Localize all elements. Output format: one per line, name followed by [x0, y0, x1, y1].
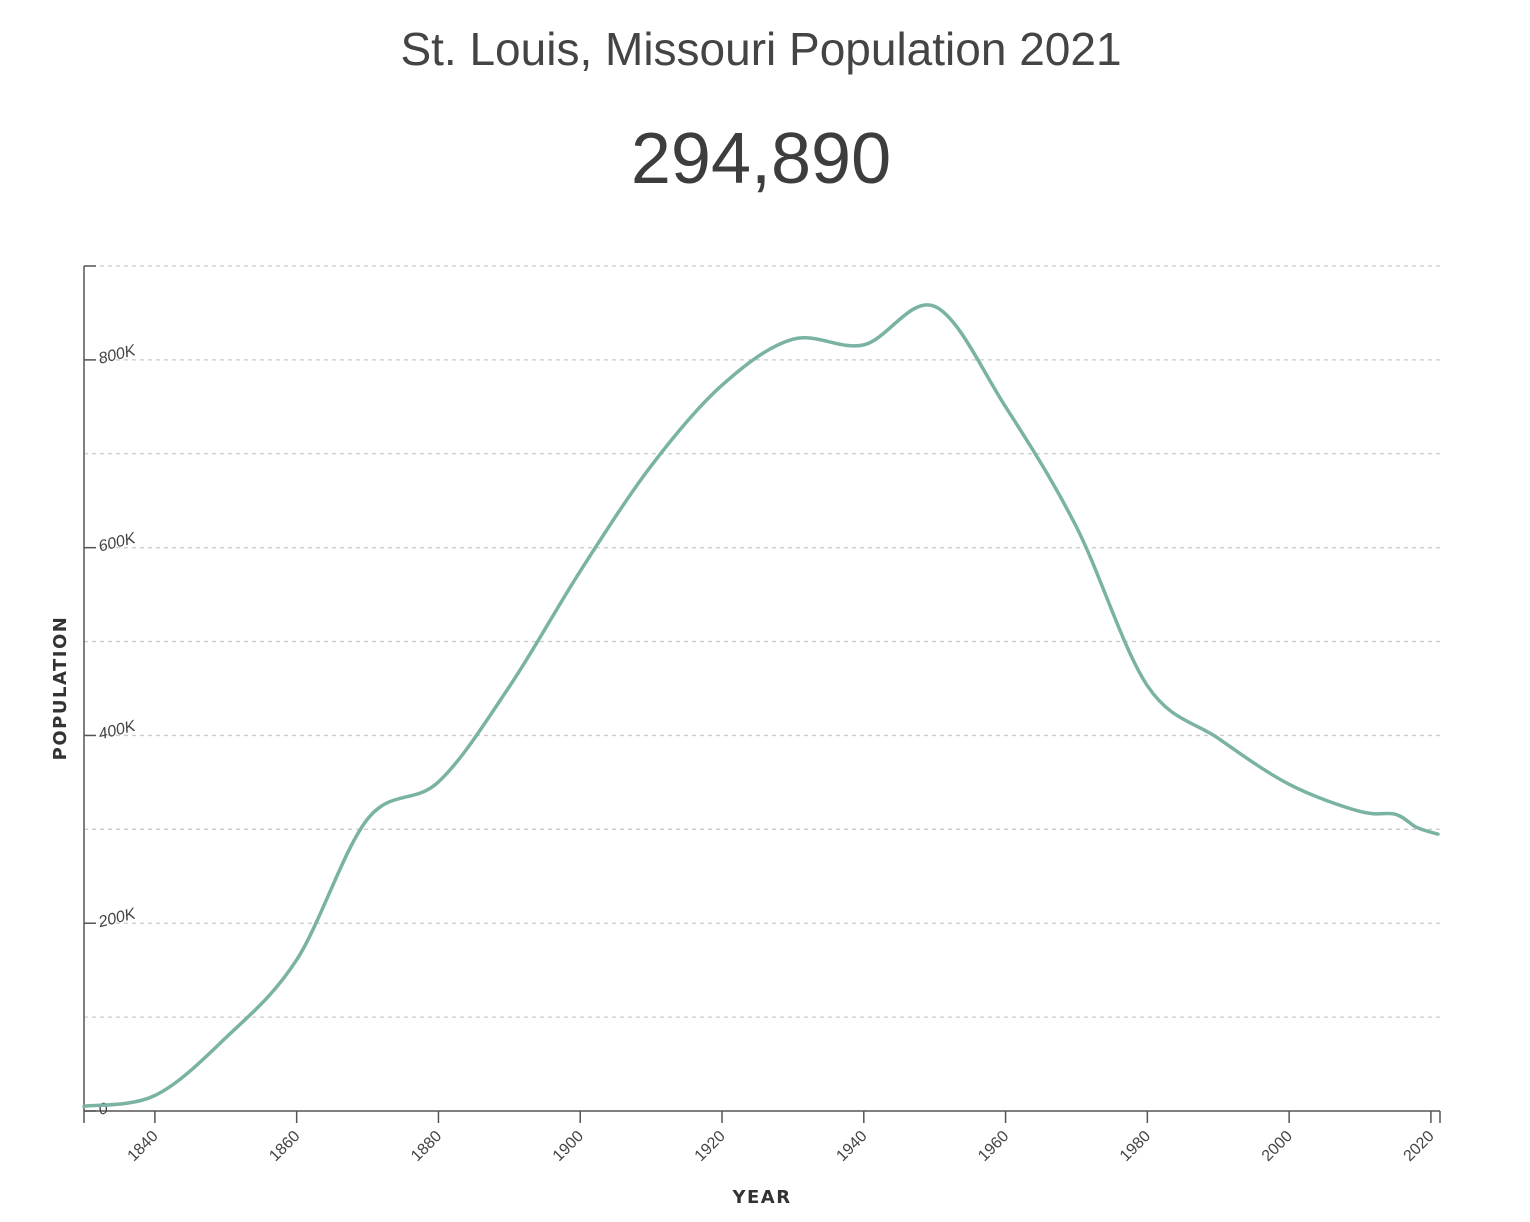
x-tick-label: 1860: [266, 1128, 303, 1165]
population-series-line: [82, 303, 1440, 1109]
series-layer: [82, 303, 1440, 1109]
x-tick-label: 1960: [975, 1128, 1012, 1165]
y-tick-label: 600K: [97, 530, 139, 556]
axes: [83, 265, 1441, 1123]
x-tick-label: 2020: [1401, 1128, 1438, 1165]
x-tick-label: 1920: [692, 1128, 729, 1165]
y-tick-label: 200K: [96, 905, 139, 931]
current-population-value: 294,890: [630, 119, 892, 199]
y-axis-label: POPULATION: [50, 616, 71, 761]
x-axis-label: YEAR: [731, 1187, 791, 1208]
x-tick-label: 1940: [833, 1128, 870, 1165]
chart-title: St. Louis, Missouri Population 2021: [400, 23, 1122, 75]
x-tick-label: 1980: [1117, 1128, 1154, 1165]
x-tick-label: 1840: [125, 1128, 162, 1165]
x-axis-ticks: 1840 1860 1880 1900 1920 1940 1960 1980 2000 2020: [125, 1111, 1438, 1165]
x-tick-label: 2000: [1259, 1128, 1296, 1165]
grid-lines: [84, 265, 1442, 1018]
x-tick-label: 1880: [408, 1128, 445, 1165]
y-tick-label: 400K: [97, 717, 139, 743]
x-tick-label: 1900: [550, 1128, 587, 1165]
y-tick-label: 800K: [97, 342, 139, 368]
y-axis-ticks: 0 200K 400K 600K 800K: [84, 342, 139, 1119]
y-tick-label: 0: [97, 1100, 110, 1119]
